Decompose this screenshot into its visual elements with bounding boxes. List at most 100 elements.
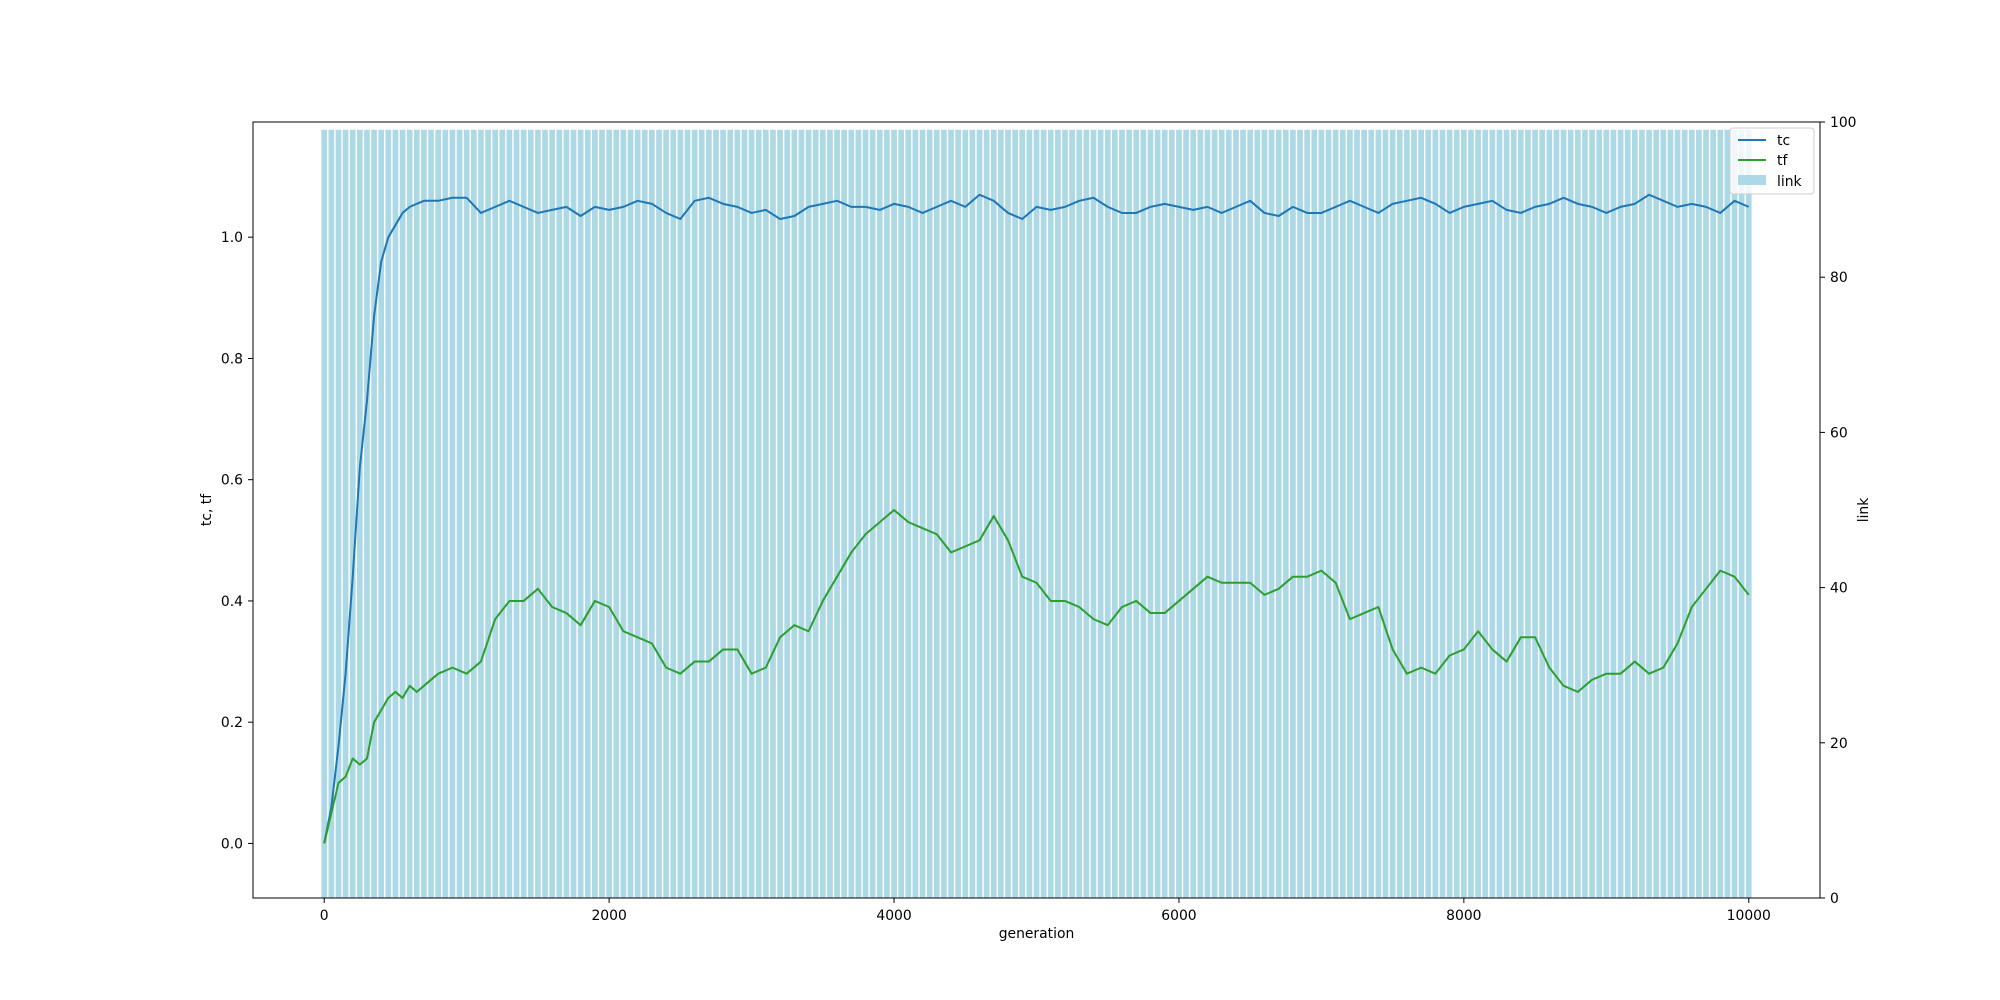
link-bar <box>1119 129 1125 898</box>
y-tick-label: 1.0 <box>221 230 243 246</box>
link-bar <box>1368 129 1375 898</box>
y-tick-label: 0.0 <box>221 836 243 852</box>
link-bar <box>1204 129 1211 898</box>
link-bar <box>1012 129 1018 898</box>
link-bar <box>1482 129 1489 898</box>
link-bar <box>392 129 399 898</box>
x-axis: 0 2000 4000 6000 8000 10000 <box>320 898 1771 924</box>
link-bar <box>406 129 413 898</box>
link-bar <box>1446 129 1453 898</box>
link-bar <box>1297 129 1303 898</box>
x-tick-label: 10000 <box>1727 908 1771 924</box>
link-bar <box>1546 129 1553 898</box>
link-bar <box>321 129 328 898</box>
link-bar <box>1674 129 1681 898</box>
link-bar <box>1090 129 1097 898</box>
link-bar <box>1553 129 1560 898</box>
x-tick-label: 6000 <box>1161 908 1196 924</box>
link-bar <box>1361 129 1367 898</box>
link-bar <box>1268 129 1275 898</box>
link-bar <box>706 129 712 898</box>
y-tick-label: 0.2 <box>221 715 243 731</box>
y2-tick-label: 40 <box>1830 581 1848 597</box>
link-bar <box>1005 129 1011 898</box>
link-bar <box>1411 129 1417 898</box>
link-bar <box>1461 129 1467 898</box>
link-bar <box>549 129 556 898</box>
link-bar <box>1717 129 1724 898</box>
legend-tc-label: tc <box>1777 133 1790 149</box>
link-bar <box>1646 129 1652 898</box>
link-bar <box>435 129 442 898</box>
link-bar <box>819 129 826 898</box>
link-bar <box>577 129 584 898</box>
link-bar <box>1161 129 1168 898</box>
link-bar <box>1019 129 1026 898</box>
link-bar <box>506 129 513 898</box>
link-bar <box>456 129 463 898</box>
link-bars <box>321 129 1752 898</box>
link-bar <box>1140 129 1147 898</box>
link-bar <box>1126 129 1132 898</box>
y2-axis-label: link <box>1856 498 1872 523</box>
link-bar <box>1218 129 1225 898</box>
link-bar <box>1589 129 1595 898</box>
link-bar <box>1653 129 1660 898</box>
link-bar <box>620 129 627 898</box>
link-bar <box>1026 129 1033 898</box>
link-bar <box>421 129 427 898</box>
link-bar <box>1418 129 1424 898</box>
link-bar <box>969 129 976 898</box>
link-bar <box>876 129 883 898</box>
link-bar <box>513 129 520 898</box>
link-bar <box>1233 129 1239 898</box>
link-bar <box>1325 129 1332 898</box>
link-bar <box>1097 129 1104 898</box>
link-bar <box>1062 129 1068 898</box>
link-bar <box>1240 129 1246 898</box>
link-bar <box>1617 129 1624 898</box>
link-bar <box>912 129 919 898</box>
link-bar <box>1518 129 1524 898</box>
link-bar <box>385 129 392 898</box>
link-bar <box>399 129 406 898</box>
link-bar <box>1724 129 1731 898</box>
link-bar <box>1183 129 1189 898</box>
link-bar <box>784 129 791 898</box>
link-bar <box>1404 129 1410 898</box>
link-bar <box>1596 129 1603 898</box>
link-bar <box>1667 129 1674 898</box>
link-bar <box>627 129 634 898</box>
link-bar <box>933 129 940 898</box>
link-bar <box>869 129 876 898</box>
link-bar <box>755 129 762 898</box>
link-bar <box>1703 129 1709 898</box>
link-bar <box>556 129 563 898</box>
link-bar <box>1582 129 1588 898</box>
link-bar <box>1738 129 1745 898</box>
link-bar <box>941 129 947 898</box>
link-bar <box>1574 129 1581 898</box>
link-bar <box>371 129 377 898</box>
y-axis-left: 0.0 0.2 0.4 0.6 0.8 1.0 <box>221 230 253 852</box>
link-bar <box>1354 129 1360 898</box>
y2-tick-label: 20 <box>1830 736 1848 752</box>
link-bar <box>641 129 648 898</box>
link-bar <box>812 129 819 898</box>
link-bar <box>748 129 755 898</box>
link-bar <box>798 129 805 898</box>
link-bar <box>520 129 527 898</box>
link-bar <box>1176 129 1182 898</box>
link-bar <box>1254 129 1261 898</box>
link-bar <box>606 129 612 898</box>
legend-link-swatch <box>1738 175 1766 185</box>
link-bar <box>364 129 370 898</box>
y2-tick-label: 60 <box>1830 425 1848 441</box>
link-bar <box>1503 129 1510 898</box>
link-bar <box>1610 129 1617 898</box>
link-bar <box>1560 129 1567 898</box>
link-bar <box>898 129 905 898</box>
y-axis-label: tc, tf <box>199 493 215 526</box>
link-bar <box>1147 129 1154 898</box>
